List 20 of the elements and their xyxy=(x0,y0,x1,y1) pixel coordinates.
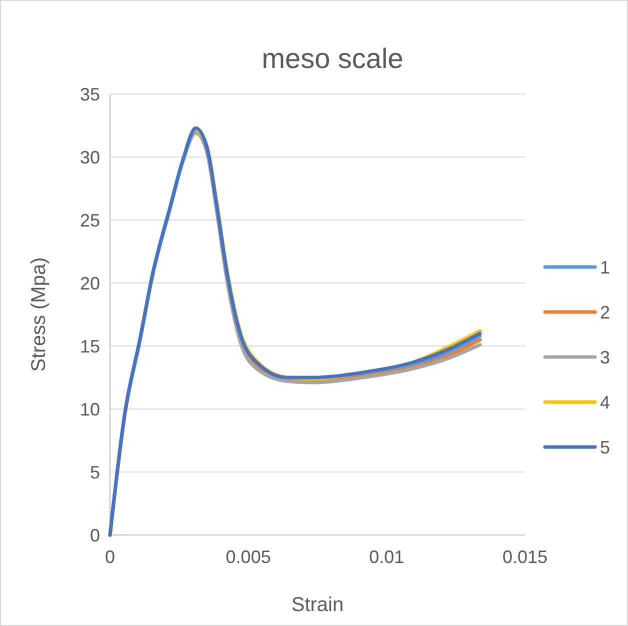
x-tick-label: 0.015 xyxy=(502,547,548,567)
x-tick-label: 0.01 xyxy=(369,547,404,567)
y-tick-label: 0 xyxy=(90,525,100,546)
y-tick-label: 25 xyxy=(80,210,100,230)
legend-label: 5 xyxy=(600,437,610,458)
x-axis-title: Strain xyxy=(291,594,344,616)
y-tick-label: 5 xyxy=(90,462,100,482)
y-tick-label: 20 xyxy=(80,273,100,294)
legend-label: 4 xyxy=(600,392,610,412)
y-tick-label: 10 xyxy=(80,399,100,420)
y-axis-title: Stress (Mpa) xyxy=(28,257,50,372)
y-tick-label: 15 xyxy=(80,336,100,356)
legend-label: 2 xyxy=(600,302,610,322)
chart-title: meso scale xyxy=(262,43,404,74)
legend-label: 3 xyxy=(600,347,610,368)
y-tick-label: 35 xyxy=(80,84,100,104)
legend-label: 1 xyxy=(600,257,610,278)
x-tick-label: 0.005 xyxy=(226,547,271,567)
x-tick-label: 0 xyxy=(104,547,116,567)
y-tick-label: 30 xyxy=(80,147,100,168)
